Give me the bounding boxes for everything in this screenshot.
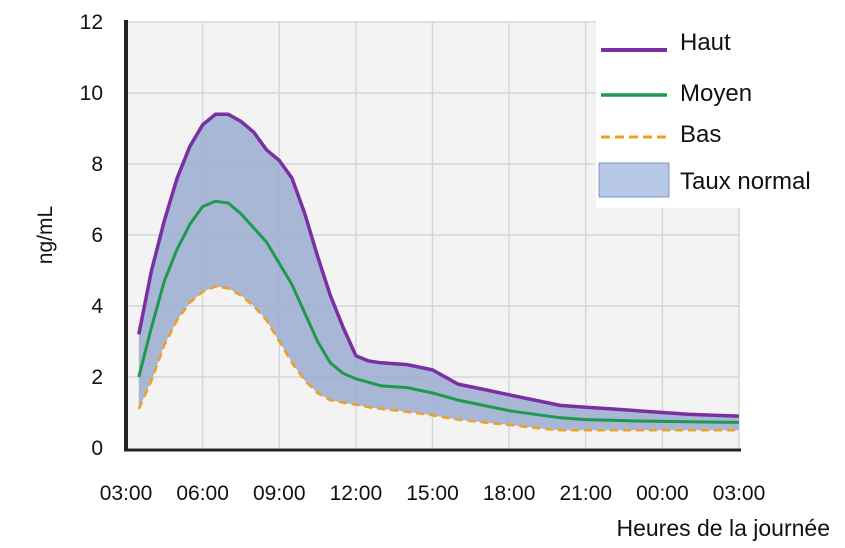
- y-tick-label: 6: [91, 224, 103, 247]
- x-tick-label: 12:00: [330, 482, 383, 505]
- series-line-moyen: [137, 199, 740, 424]
- y-tick-labels: 0 2 4 6 8 10 12: [80, 11, 104, 460]
- series-lines: [137, 112, 740, 432]
- y-tick-label: 8: [91, 153, 103, 176]
- x-tick-label: 21:00: [559, 482, 612, 505]
- legend-moyen-label: Moyen: [680, 80, 752, 107]
- x-tick-label: 03:00: [100, 482, 153, 505]
- legend-band-label: Taux normal: [680, 168, 811, 195]
- legend-band-swatch: [598, 162, 670, 198]
- series-line-haut: [137, 112, 740, 418]
- legend-bas-label: Bas: [680, 121, 721, 148]
- y-tick-label: 4: [91, 295, 103, 318]
- x-tick-labels: 03:00 06:00 09:00 12:00 15:00 18:00 21:00 00:00…: [100, 482, 766, 505]
- x-tick-label: 15:00: [406, 482, 459, 505]
- legend-haut-label: Haut: [680, 29, 731, 56]
- x-tick-label: 09:00: [253, 482, 306, 505]
- y-tick-label: 0: [91, 437, 103, 460]
- y-tick-label: 2: [91, 366, 103, 389]
- normal-range-band: [138, 114, 740, 431]
- x-axis-label: Heures de la journée: [616, 515, 830, 541]
- legend: Haut Moyen Bas Taux normal: [596, 18, 842, 208]
- x-tick-label: 00:00: [636, 482, 689, 505]
- series-line-bas: [137, 285, 739, 432]
- x-tick-label: 03:00: [713, 482, 766, 505]
- y-axis-label: ng/mL: [34, 206, 57, 264]
- x-tick-label: 06:00: [176, 482, 229, 505]
- y-tick-label: 12: [80, 11, 103, 34]
- x-tick-label: 18:00: [483, 482, 536, 505]
- y-tick-label: 10: [80, 82, 103, 105]
